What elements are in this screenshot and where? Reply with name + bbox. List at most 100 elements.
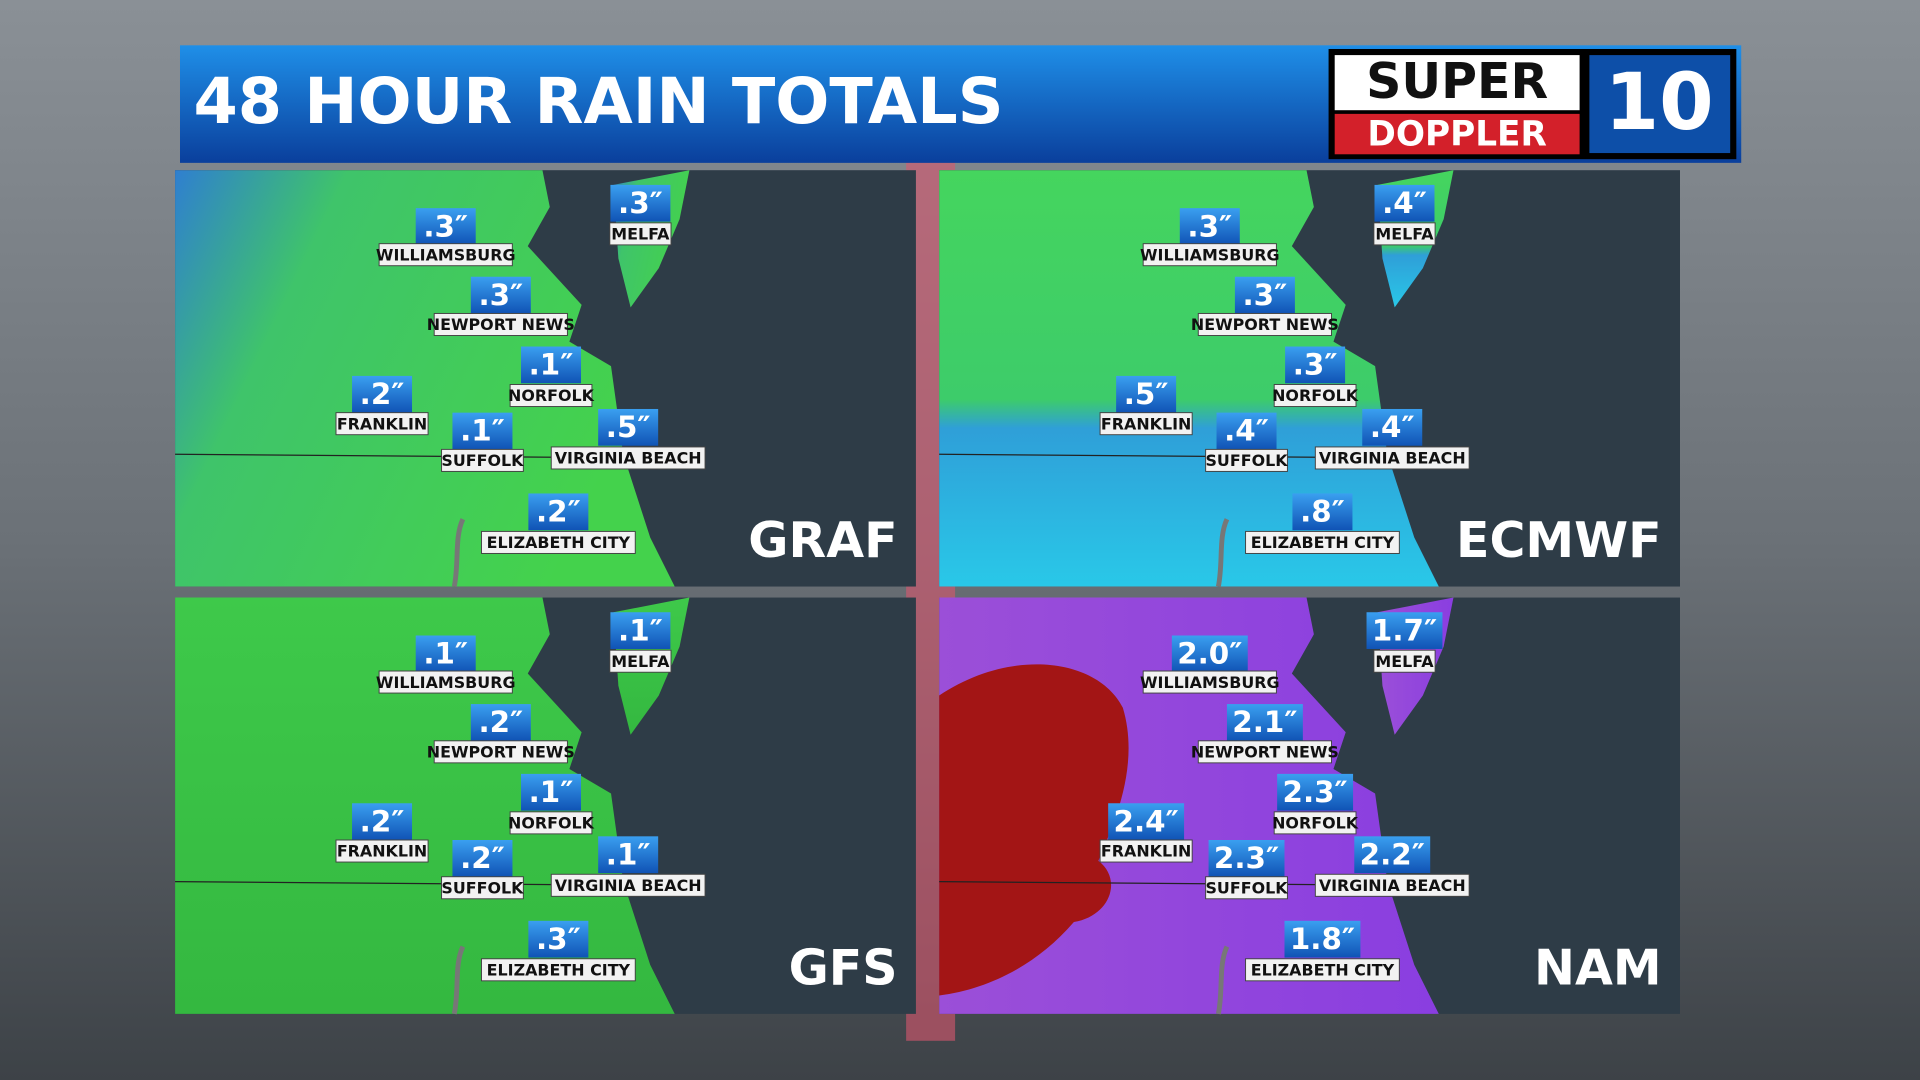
- rain-total: .1″: [529, 348, 574, 382]
- city-box: [1373, 649, 1436, 673]
- model-panel: .3″ WILLIAMSBURG .4″ MELFA .3″ NEWPORT NEWS .3…: [939, 170, 1680, 588]
- model-name: NAM: [1534, 940, 1662, 997]
- river: [451, 518, 466, 588]
- value-box: [521, 773, 582, 811]
- city-name: VIRGINIA BEACH: [1319, 449, 1466, 468]
- city-box: [1099, 412, 1193, 436]
- value-box: [528, 920, 589, 958]
- value-box: [598, 836, 659, 874]
- logo-number: 10: [1605, 57, 1714, 148]
- rain-total: .1″: [618, 613, 663, 647]
- value-box: [352, 375, 413, 413]
- city-name: VIRGINIA BEACH: [1319, 876, 1466, 895]
- city-box: [1314, 446, 1470, 470]
- value-box: [1226, 704, 1303, 741]
- value-box: [352, 803, 413, 840]
- city-box: [1197, 740, 1333, 764]
- value-box: [610, 184, 671, 222]
- city-name: WILLIAMSBURG: [1140, 245, 1280, 264]
- model-name: GFS: [789, 940, 898, 997]
- value-box: [1284, 920, 1361, 958]
- value-box: [1285, 346, 1346, 384]
- rain-total: .4″: [1370, 410, 1415, 444]
- rain-total: .3″: [618, 186, 663, 220]
- city-box: [1373, 222, 1436, 246]
- rain-total: .2″: [478, 705, 523, 739]
- rain-total: .3″: [478, 278, 523, 312]
- city-box: [509, 384, 593, 408]
- model-panel: 2.0″ WILLIAMSBURG 1.7″ MELFA 2.1″ NEWPORT NEW…: [939, 597, 1680, 1015]
- rain-total: .5″: [606, 410, 651, 444]
- city-box: [1273, 384, 1357, 408]
- city-name: VIRGINIA BEACH: [555, 876, 702, 895]
- city-name: NORFOLK: [1272, 814, 1359, 833]
- city-box: [1142, 670, 1277, 694]
- rain-total: .8″: [1300, 495, 1345, 529]
- land: [939, 170, 1439, 587]
- model-name: GRAF: [748, 512, 897, 569]
- city-name: ELIZABETH CITY: [487, 961, 631, 980]
- city-box: [1142, 243, 1277, 267]
- logo-line1: SUPER: [1366, 53, 1548, 110]
- city-name: MELFA: [611, 652, 670, 671]
- city-name: NEWPORT NEWS: [427, 743, 575, 762]
- value-box: [415, 635, 476, 673]
- value-box: [1354, 836, 1431, 874]
- value-box: [1374, 184, 1435, 222]
- river: [451, 945, 466, 1015]
- rain-total: 2.4″: [1114, 804, 1179, 838]
- logo-bottom: [1334, 113, 1580, 155]
- river: [1215, 945, 1230, 1015]
- rain-total: .4″: [1224, 414, 1269, 448]
- rain-total: 2.3″: [1283, 775, 1348, 809]
- city-name: NEWPORT NEWS: [427, 315, 575, 334]
- city-name: FRANKLIN: [337, 842, 427, 861]
- land: [175, 597, 675, 1014]
- model-panel: .3″ WILLIAMSBURG .3″ MELFA .3″ NEWPORT NEWS .1…: [175, 170, 916, 588]
- rain-total: .3″: [1187, 209, 1232, 243]
- rain-total: 2.1″: [1232, 705, 1297, 739]
- city-box: [1273, 811, 1357, 835]
- rain-total: .2″: [360, 377, 405, 411]
- city-name: ELIZABETH CITY: [1251, 961, 1395, 980]
- rain-total: 2.3″: [1214, 841, 1279, 875]
- city-name: WILLIAMSBURG: [376, 245, 516, 264]
- rain-total: .5″: [1124, 377, 1169, 411]
- value-box: [528, 493, 589, 531]
- city-box: [1205, 448, 1288, 472]
- logo: SUPER DOPPLER 10: [1328, 48, 1737, 160]
- city-box: [378, 670, 513, 694]
- city-box: [609, 649, 672, 673]
- model-name: ECMWF: [1456, 512, 1662, 569]
- city-name: WILLIAMSBURG: [376, 673, 516, 692]
- city-box: [1205, 876, 1288, 900]
- value-box: [452, 412, 513, 450]
- value-box: [1171, 635, 1248, 673]
- land: [175, 170, 675, 587]
- city-box: [550, 873, 706, 897]
- rain-total: 2.0″: [1177, 637, 1242, 671]
- value-box: [1366, 612, 1443, 649]
- city-name: SUFFOLK: [1205, 878, 1288, 897]
- city-box: [609, 222, 672, 246]
- value-box: [1277, 773, 1354, 811]
- rain-total: 1.8″: [1290, 922, 1355, 956]
- logo-badge: [1589, 55, 1731, 154]
- value-box: [1234, 276, 1295, 314]
- value-box: [1116, 375, 1177, 413]
- city-box: [335, 412, 429, 436]
- value-box: [598, 408, 659, 446]
- city-box: [550, 446, 706, 470]
- logo-top: [1334, 55, 1580, 111]
- value-box: [1216, 412, 1277, 450]
- city-name: VIRGINIA BEACH: [555, 449, 702, 468]
- value-box: [470, 276, 531, 314]
- city-name: MELFA: [1375, 225, 1434, 244]
- city-box: [433, 312, 568, 336]
- rain-total: .2″: [460, 841, 505, 875]
- value-box: [610, 612, 671, 649]
- city-name: SUFFOLK: [441, 451, 524, 470]
- header-title: 48 HOUR RAIN TOTALS: [193, 65, 1003, 139]
- value-box: [452, 840, 513, 877]
